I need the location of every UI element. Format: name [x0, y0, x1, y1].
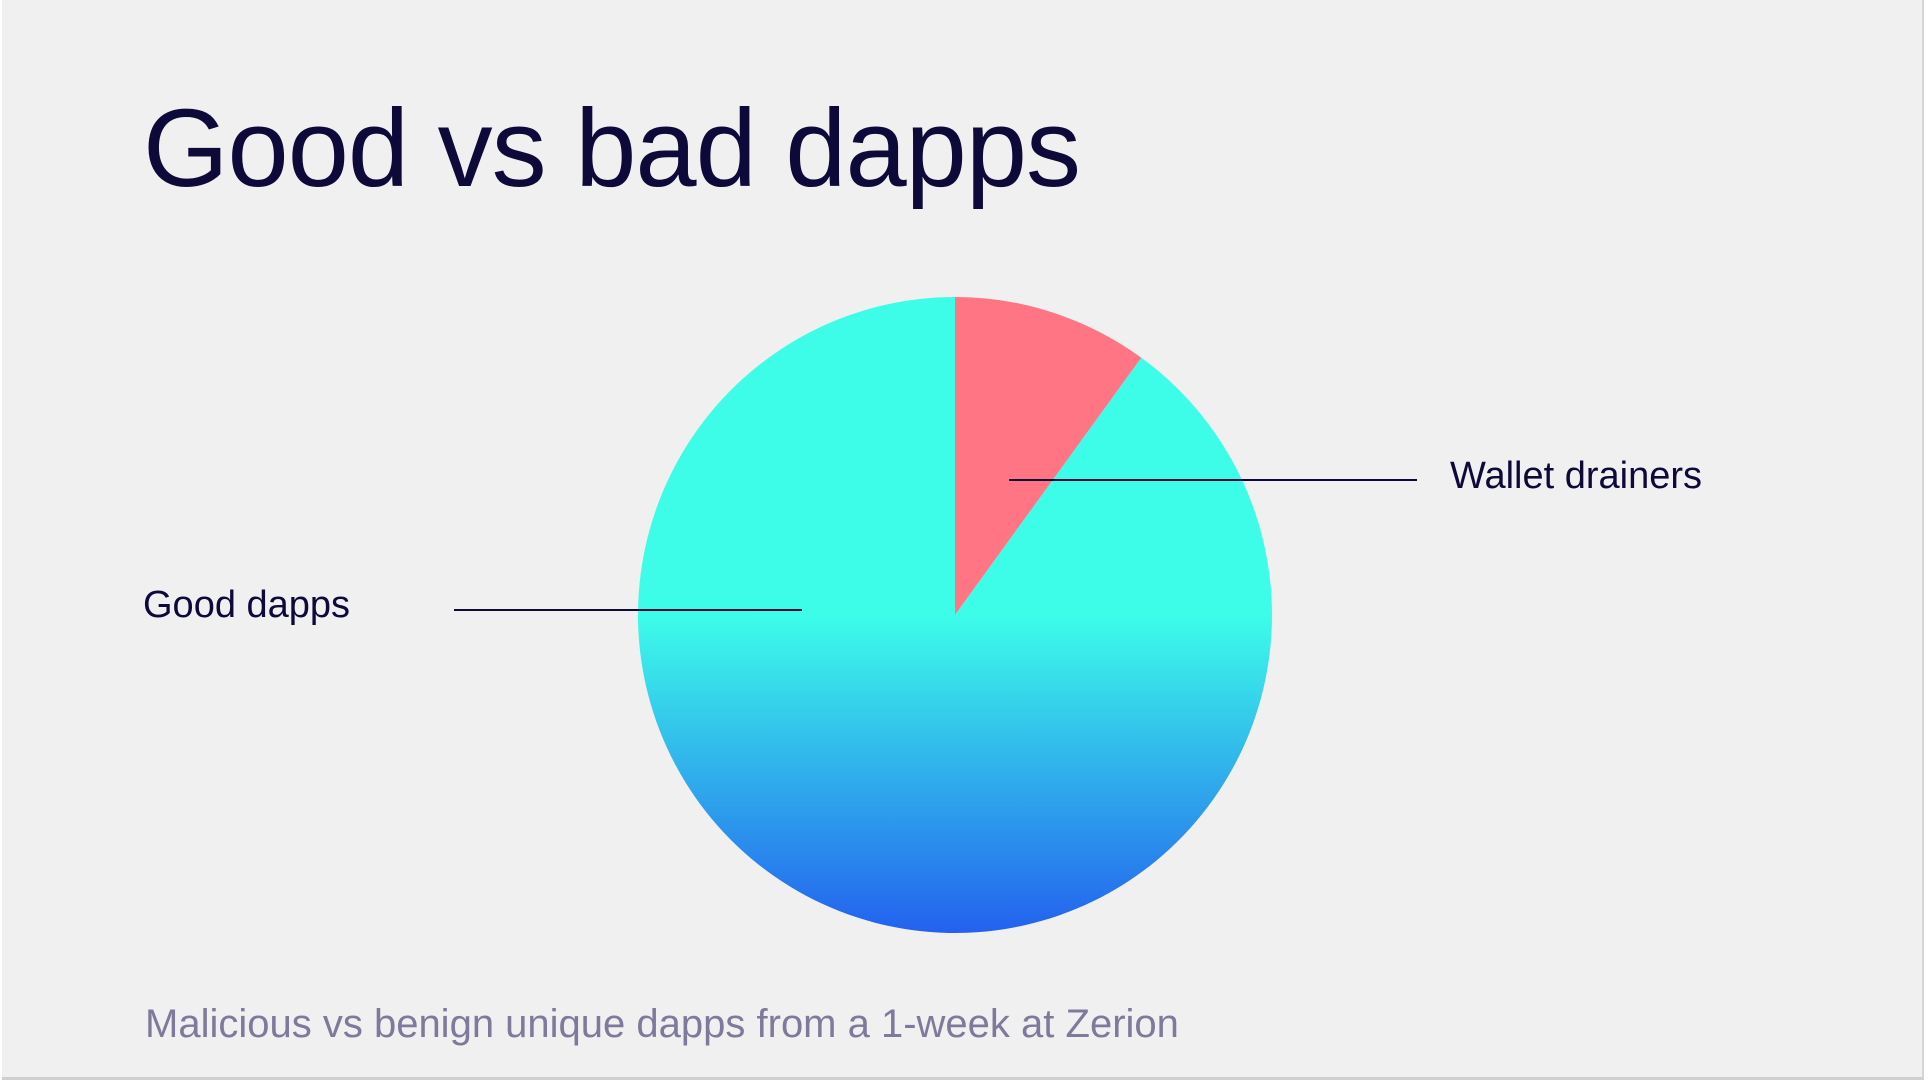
chart-caption: Malicious vs benign unique dapps from a …: [145, 1002, 1179, 1046]
slice-label-good-dapps: Good dapps: [143, 584, 350, 626]
slice-label-wallet-drainers: Wallet drainers: [1450, 455, 1702, 497]
slide-title: Good vs bad dapps: [143, 87, 1081, 210]
slice-wallet-drainers: [955, 297, 1142, 615]
slice-good-dapps: [637, 297, 1272, 933]
